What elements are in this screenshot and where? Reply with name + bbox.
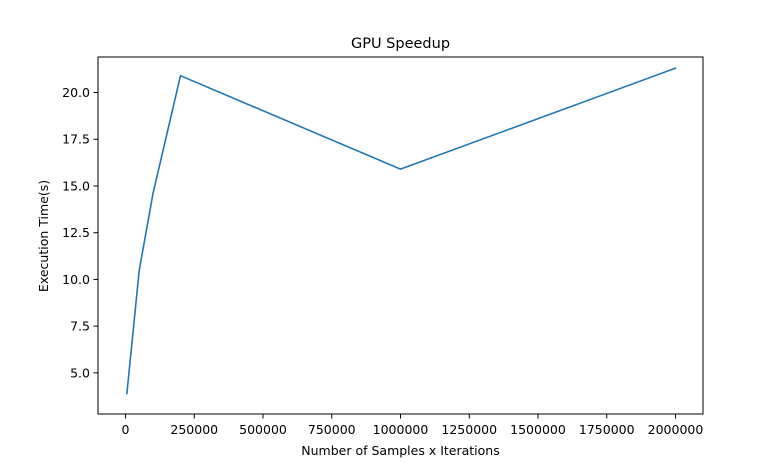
y-tick-label: 7.5 xyxy=(70,319,90,334)
x-tick-label: 1500000 xyxy=(510,422,566,437)
x-tick-label: 0 xyxy=(122,422,130,437)
series-line-0 xyxy=(126,67,677,395)
x-axis-label: Number of Samples x Iterations xyxy=(301,443,499,458)
x-tick-label: 1250000 xyxy=(441,422,497,437)
y-tick-label: 5.0 xyxy=(70,365,90,380)
x-tick-label: 250000 xyxy=(170,422,218,437)
y-tick-label: 20.0 xyxy=(62,85,90,100)
x-tick-label: 750000 xyxy=(308,422,356,437)
plot-area: 0 250000 500000 750000 1000000 1250000 1500000… xyxy=(62,56,704,437)
y-tick-label: 10.0 xyxy=(62,272,90,287)
x-tick-label: 2000000 xyxy=(648,422,704,437)
chart-title: GPU Speedup xyxy=(351,36,450,52)
x-tick-label: 500000 xyxy=(239,422,287,437)
x-tick-label: 1750000 xyxy=(579,422,635,437)
y-tick-label: 12.5 xyxy=(62,225,90,240)
y-tick-label: 15.0 xyxy=(62,178,90,193)
y-axis-label: Execution Time(s) xyxy=(36,180,51,292)
y-tick-label: 17.5 xyxy=(62,132,90,147)
x-tick-label: 1000000 xyxy=(373,422,429,437)
